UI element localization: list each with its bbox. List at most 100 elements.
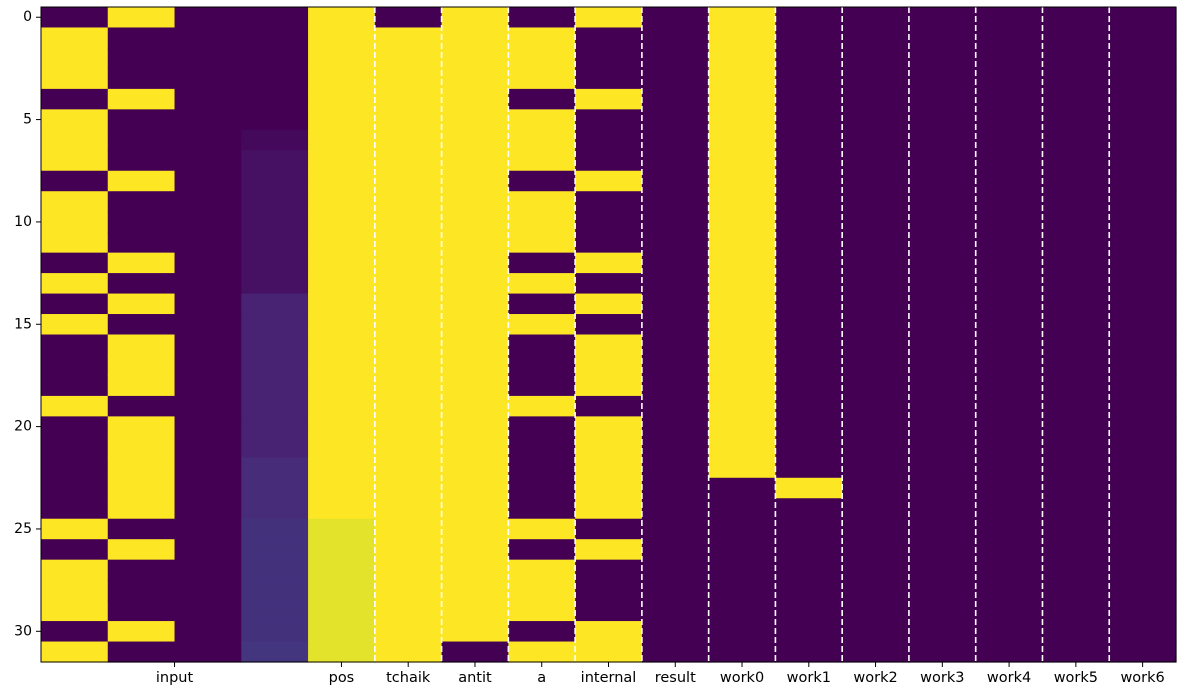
- heatmap-cell: [575, 232, 643, 254]
- heatmap-cell: [441, 7, 509, 29]
- heatmap-cell: [107, 7, 176, 29]
- heatmap-cell: [975, 436, 1044, 458]
- heatmap-cell: [1109, 47, 1177, 70]
- heatmap-cell: [708, 27, 777, 49]
- heatmap-cell: [842, 621, 910, 643]
- heatmap-cell: [842, 252, 910, 274]
- heatmap-cell: [775, 395, 843, 417]
- x-tick-label: work0: [720, 670, 764, 686]
- heatmap-cell: [41, 314, 109, 336]
- heatmap-cell: [775, 109, 843, 131]
- heatmap-cell: [374, 314, 443, 336]
- heatmap-cell: [374, 129, 443, 151]
- heatmap-cell: [241, 68, 309, 90]
- heatmap-cell: [308, 170, 376, 192]
- heatmap-cell: [107, 498, 176, 520]
- heatmap-cell: [41, 354, 109, 377]
- heatmap-cell: [975, 314, 1044, 336]
- heatmap-cell: [508, 436, 576, 458]
- heatmap-cell: [1109, 211, 1177, 233]
- heatmap-cell: [975, 498, 1044, 520]
- heatmap-cell: [508, 600, 576, 622]
- heatmap-cell: [708, 580, 777, 602]
- heatmap-cell: [241, 375, 309, 397]
- heatmap-cell: [975, 47, 1044, 70]
- heatmap-cell: [441, 211, 509, 233]
- heatmap-cell: [975, 150, 1044, 172]
- heatmap-cell: [1042, 232, 1110, 254]
- heatmap-cell: [308, 600, 376, 622]
- heatmap-cell: [1042, 600, 1110, 622]
- heatmap-cell: [41, 129, 109, 151]
- heatmap-cell: [174, 47, 242, 70]
- heatmap-cell: [241, 641, 309, 663]
- heatmap-cell: [842, 580, 910, 602]
- heatmap-cell: [1109, 334, 1177, 356]
- heatmap-cell: [441, 47, 509, 70]
- heatmap-cell: [174, 334, 242, 356]
- heatmap-cell: [441, 600, 509, 622]
- heatmap-cell: [641, 416, 710, 438]
- y-axis: 0 5 10 15 20 25 30: [14, 9, 41, 639]
- heatmap-cell: [241, 47, 309, 70]
- heatmap-cell: [641, 375, 710, 397]
- heatmap-cell: [374, 334, 443, 356]
- heatmap-cell: [842, 27, 910, 49]
- heatmap-cell: [908, 293, 977, 315]
- heatmap-cell: [1109, 641, 1177, 663]
- heatmap-cell: [107, 47, 176, 70]
- heatmap-cell: [775, 252, 843, 274]
- heatmap-cell: [575, 518, 643, 540]
- heatmap-cell: [441, 293, 509, 315]
- x-axis: input pos tchaik antit a internal result work0 w…: [156, 662, 1165, 686]
- heatmap-cell: [41, 273, 109, 295]
- heatmap-cell: [775, 477, 843, 499]
- heatmap-cell: [308, 191, 376, 213]
- heatmap-cell: [174, 109, 242, 131]
- heatmap-cell: [641, 252, 710, 274]
- heatmap-cell: [842, 600, 910, 622]
- heatmap-cell: [374, 7, 443, 29]
- heatmap-cell: [241, 477, 309, 499]
- heatmap-cell: [641, 641, 710, 663]
- heatmap-cell: [1109, 436, 1177, 458]
- heatmap-cell: [41, 457, 109, 479]
- heatmap-cell: [1042, 539, 1110, 561]
- heatmap-cell: [508, 621, 576, 643]
- heatmap-cell: [775, 580, 843, 602]
- heatmap-cell: [41, 436, 109, 458]
- heatmap-cell: [641, 88, 710, 110]
- x-tick-label: pos: [329, 670, 355, 686]
- heatmap-cell: [174, 518, 242, 540]
- heatmap-cell: [241, 354, 309, 377]
- heatmap-cell: [174, 273, 242, 295]
- heatmap-cell: [441, 477, 509, 499]
- heatmap-cell: [308, 334, 376, 356]
- heatmap-cell: [708, 436, 777, 458]
- heatmap-cell: [708, 354, 777, 377]
- heatmap-cell: [575, 641, 643, 663]
- heatmap-cell: [241, 232, 309, 254]
- heatmap-cell: [775, 641, 843, 663]
- heatmap-cell: [708, 273, 777, 295]
- heatmap-cell: [441, 109, 509, 131]
- heatmap-cell: [775, 211, 843, 233]
- heatmap-cell: [174, 641, 242, 663]
- heatmap-cell: [241, 600, 309, 622]
- heatmap-cell: [842, 273, 910, 295]
- heatmap-cell: [441, 395, 509, 417]
- heatmap-cell: [775, 354, 843, 377]
- heatmap-cell: [641, 354, 710, 377]
- heatmap-cell: [107, 539, 176, 561]
- x-tick-label: work3: [920, 670, 964, 686]
- heatmap-cell: [975, 334, 1044, 356]
- heatmap-cell: [308, 375, 376, 397]
- heatmap-cell: [1109, 88, 1177, 110]
- heatmap-cell: [1042, 88, 1110, 110]
- heatmap-cell: [107, 354, 176, 377]
- heatmap-cell: [1109, 7, 1177, 29]
- heatmap-cell: [842, 641, 910, 663]
- heatmap-cell: [975, 354, 1044, 377]
- heatmap-cell: [508, 88, 576, 110]
